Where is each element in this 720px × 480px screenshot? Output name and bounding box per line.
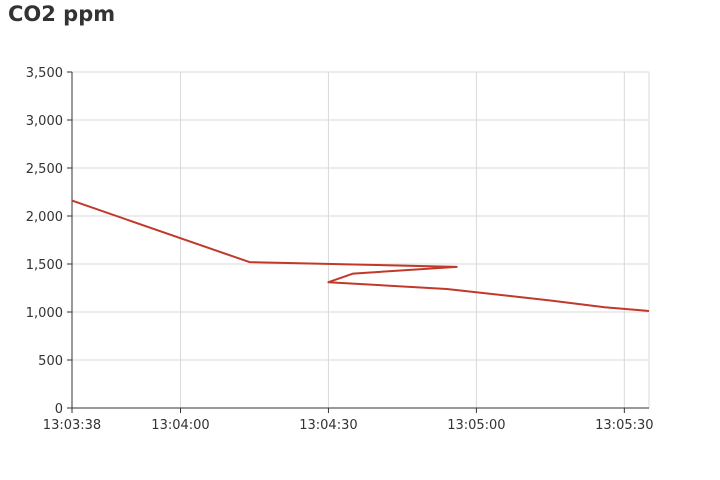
y-tick-label: 1,500 <box>26 258 63 273</box>
y-tick-label: 1,000 <box>26 306 63 321</box>
y-tick-label: 500 <box>38 354 63 369</box>
x-tick-label: 13:05:30 <box>595 418 653 433</box>
grid-lines <box>72 71 650 408</box>
co2-series-line <box>71 199 650 312</box>
chart-title: CO2 ppm <box>8 2 116 26</box>
axes: 0 500 1,000 1,500 2,000 2,500 3,000 3,500 13:03:… <box>26 66 654 433</box>
series-layer <box>71 199 650 312</box>
y-tick-label: 3,000 <box>26 114 63 129</box>
x-tick-label: 13:03:38 <box>43 418 101 433</box>
y-tick-label: 0 <box>55 402 63 417</box>
x-tick-label: 13:05:00 <box>447 418 505 433</box>
y-tick-label: 3,500 <box>26 66 63 81</box>
y-tick-label: 2,000 <box>26 210 63 225</box>
x-tick-label: 13:04:00 <box>151 418 209 433</box>
x-tick-label: 13:04:30 <box>299 418 357 433</box>
y-tick-label: 2,500 <box>26 162 63 177</box>
